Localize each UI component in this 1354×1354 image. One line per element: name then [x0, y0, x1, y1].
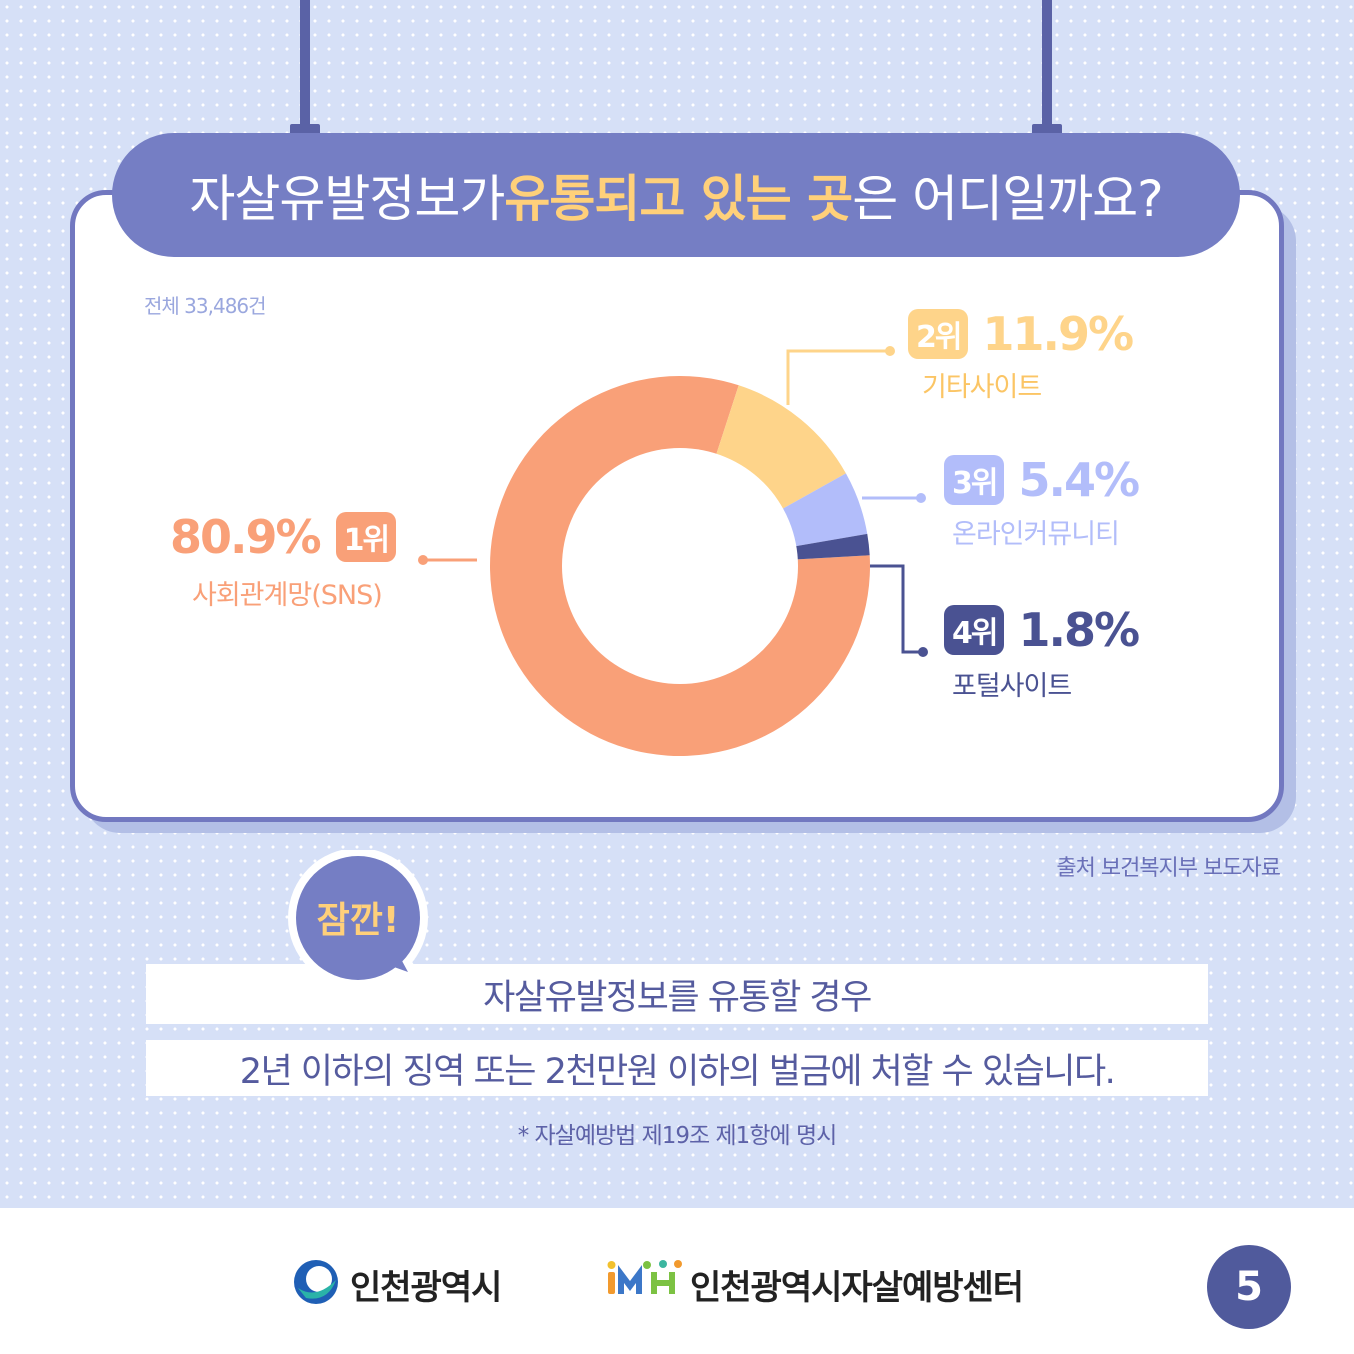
label-group-4: 4위 1.8% — [944, 603, 1140, 657]
bubble-text: 잠깐! — [317, 900, 400, 941]
rank-badge-3: 3위 — [944, 455, 1005, 505]
leader-line-2 — [786, 349, 890, 405]
speech-bubble-icon: 잠깐! — [288, 850, 428, 988]
law-note: * 자살예방법 제19조 제1항에 명시 — [517, 1123, 838, 1149]
footer: 인천광역시 인천광역시자살예방센터 5 — [0, 1208, 1354, 1354]
donut-hole — [562, 448, 798, 684]
title-part1: 자살유발정보가 — [189, 170, 505, 228]
slice-label-4: 포털사이트 — [952, 671, 1072, 702]
slice-label-3: 온라인커뮤니티 — [952, 519, 1120, 550]
leader-dot-1 — [418, 555, 428, 565]
slice-pct-3: 5.4% — [1018, 453, 1140, 507]
rank-badge-2: 2위 — [908, 309, 969, 359]
footer-org-incheon: 인천광역시 — [350, 1268, 502, 1308]
title-highlight: 유통되고 있는 곳 — [504, 170, 853, 228]
rank-badge-4: 4위 — [944, 605, 1005, 655]
leader-dot-4 — [918, 647, 928, 657]
hanger-right — [1042, 0, 1052, 128]
hanger-left — [300, 0, 310, 128]
source-text: 출처 보건복지부 보도자료 — [1056, 856, 1281, 881]
leader-line-4 — [870, 564, 923, 654]
label-group-3: 3위 5.4% — [944, 453, 1140, 507]
slice-label-2: 기타사이트 — [922, 372, 1042, 403]
label-group-1: 80.9% 1위 — [170, 510, 397, 564]
slice-pct-4: 1.8% — [1018, 603, 1140, 657]
incheon-logo-icon — [294, 1260, 338, 1304]
leader-dot-2 — [885, 346, 895, 356]
leader-dot-3 — [916, 493, 926, 503]
title-part2: 은 어디일까요? — [852, 170, 1163, 228]
center-logo-icon — [607, 1260, 682, 1294]
slice-pct-2: 11.9% — [982, 307, 1134, 361]
page-number: 5 — [1207, 1245, 1291, 1329]
label-group-2: 2위 11.9% — [908, 307, 1134, 361]
rank-badge-1: 1위 — [335, 512, 397, 562]
footer-org-center: 인천광역시자살예방센터 — [690, 1268, 1024, 1308]
slice-pct-1: 80.9% — [170, 510, 322, 564]
slice-label-1: 사회관계망(SNS) — [192, 580, 383, 611]
note-line-2: 2년 이하의 징역 또는 2천만원 이하의 벌금에 처할 수 있습니다. — [146, 1040, 1208, 1096]
total-count: 전체 33,486건 — [144, 294, 267, 318]
